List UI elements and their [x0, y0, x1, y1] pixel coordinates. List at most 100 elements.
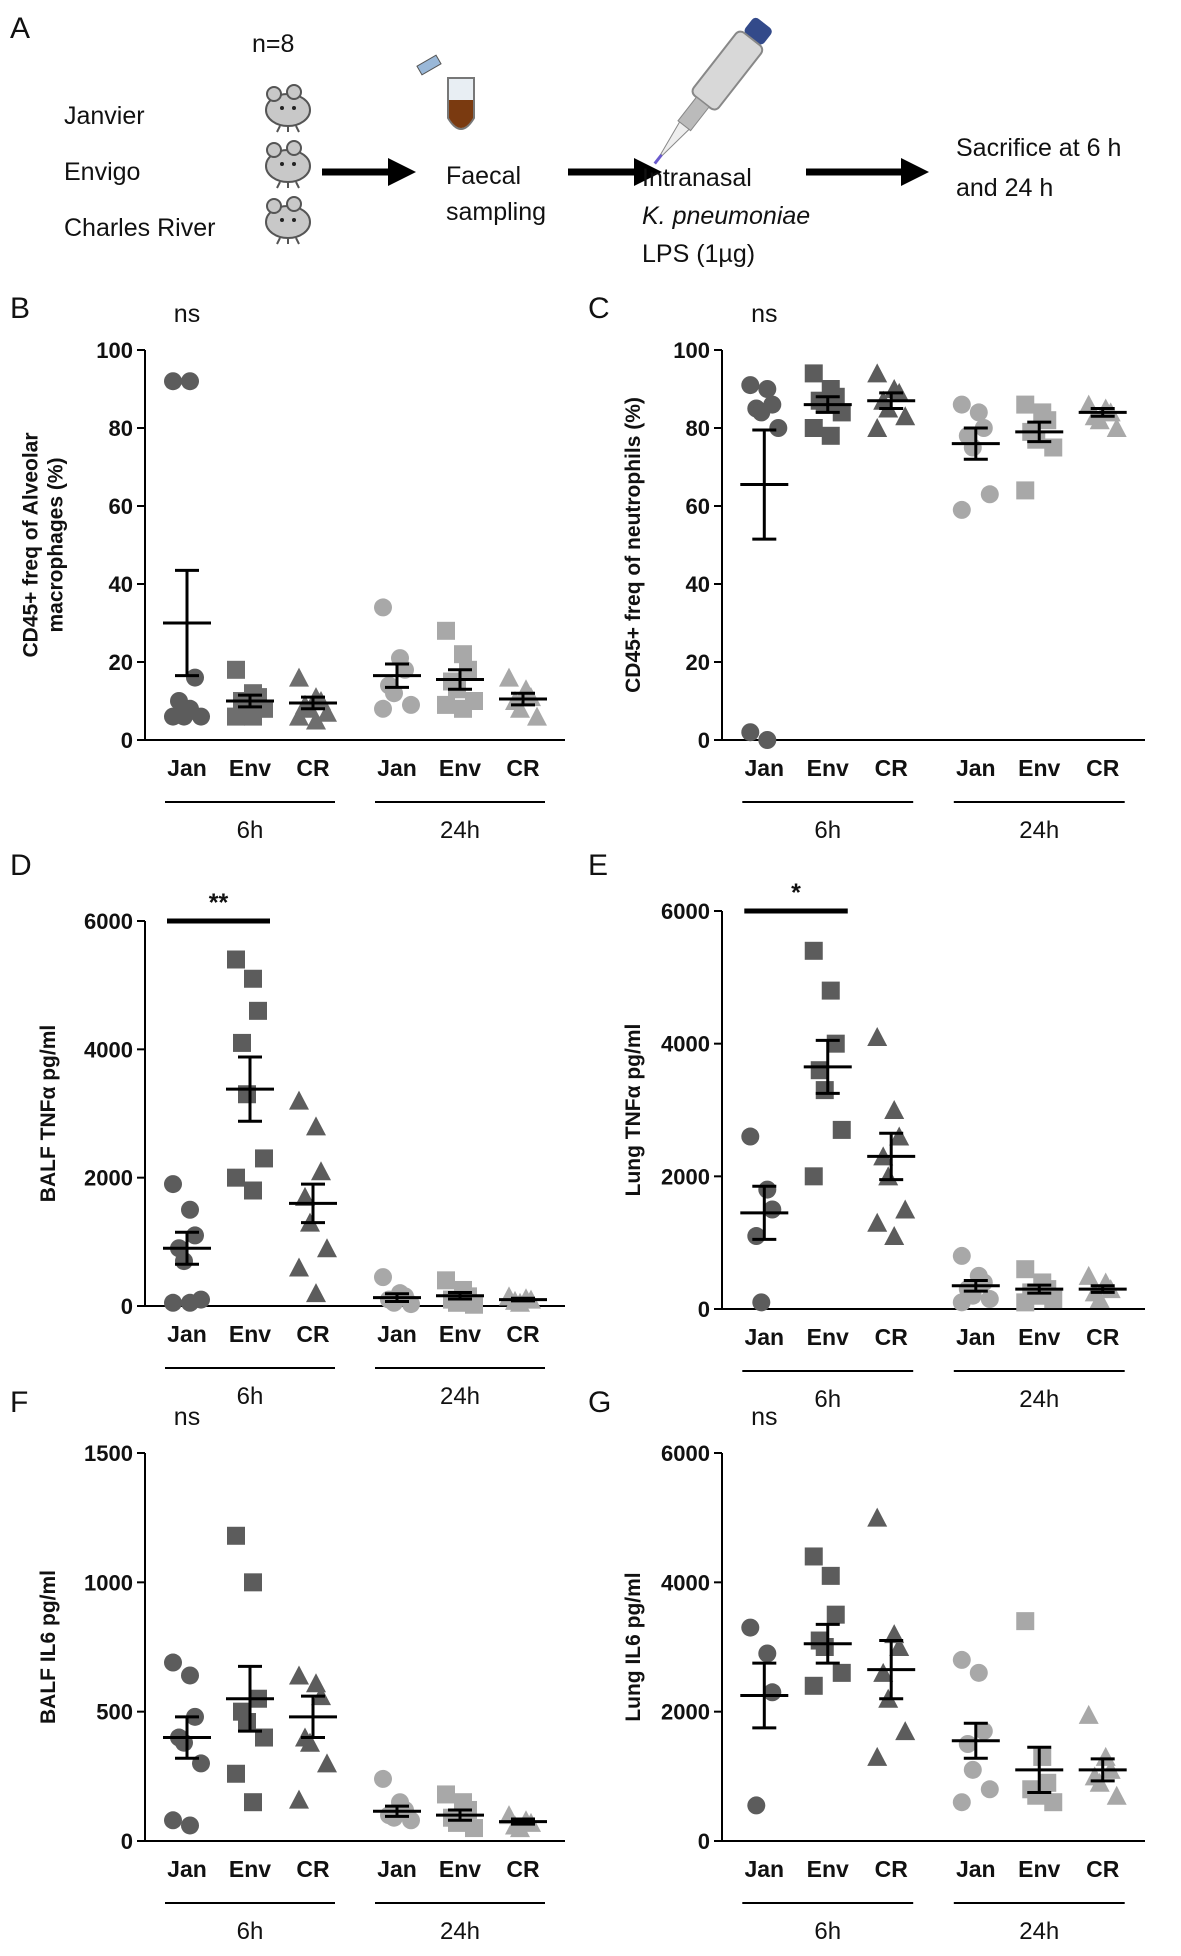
group-label: 24h	[1019, 1918, 1059, 1945]
panel-letter: C	[588, 292, 610, 325]
data-point	[227, 707, 245, 726]
y-tick-label: 0	[121, 728, 133, 753]
data-point	[289, 1789, 309, 1809]
data-point	[289, 1090, 309, 1110]
data-point	[306, 1283, 326, 1303]
data-point	[889, 1637, 910, 1656]
data-point	[295, 1186, 315, 1206]
data-point	[175, 1252, 193, 1271]
data-point	[867, 1027, 888, 1047]
data-point	[895, 1721, 916, 1741]
y-axis-label: Lung TNFα pg/ml	[622, 1024, 645, 1197]
data-point	[306, 1116, 326, 1136]
x-tick-label: CR	[875, 1856, 909, 1882]
step-label: K. pneumoniae	[642, 202, 810, 230]
y-tick-label: 6000	[661, 1441, 710, 1466]
data-point	[454, 645, 472, 664]
data-point	[804, 1547, 823, 1566]
data-point	[895, 1199, 916, 1219]
data-point	[186, 668, 204, 687]
x-tick-label: Jan	[377, 1321, 417, 1347]
x-tick-label: Env	[1018, 1856, 1060, 1882]
data-point	[867, 418, 888, 437]
y-tick-label: 1000	[84, 1570, 133, 1595]
data-point	[186, 1226, 204, 1245]
data-point	[884, 1226, 905, 1246]
data-point	[804, 1167, 823, 1186]
x-tick-label: Jan	[956, 1324, 996, 1350]
data-point	[952, 500, 971, 519]
x-tick-label: Env	[1018, 755, 1060, 781]
data-point	[878, 1166, 899, 1186]
data-point	[1106, 1785, 1127, 1805]
data-point	[980, 1290, 999, 1309]
x-tick-label: CR	[506, 1321, 540, 1347]
data-point	[1016, 1260, 1035, 1279]
data-point	[255, 1149, 273, 1168]
data-point	[873, 1662, 894, 1682]
group-label: 6h	[237, 1383, 264, 1410]
x-tick-label: Jan	[167, 1856, 207, 1882]
data-point	[521, 687, 541, 707]
x-tick-label: Jan	[744, 1856, 784, 1882]
data-point	[884, 1100, 905, 1119]
data-point	[867, 1507, 888, 1527]
data-point	[249, 1001, 267, 1020]
data-point	[164, 1293, 182, 1312]
data-point	[752, 1293, 771, 1312]
data-point	[181, 1816, 199, 1835]
data-point	[758, 731, 777, 749]
data-point	[952, 1293, 971, 1312]
pipette-icon	[653, 17, 772, 165]
x-tick-label: CR	[1086, 755, 1120, 781]
data-point	[289, 706, 309, 726]
data-point	[437, 1785, 455, 1804]
x-tick-label: Jan	[377, 755, 417, 781]
x-tick-label: Jan	[956, 755, 996, 781]
panel-letter: E	[588, 849, 608, 882]
data-point	[499, 667, 519, 687]
data-point	[969, 403, 988, 422]
data-point	[952, 1793, 971, 1812]
y-tick-label: 60	[109, 494, 133, 519]
data-point	[952, 1246, 971, 1265]
x-tick-label: Jan	[744, 755, 784, 781]
data-point	[374, 1769, 392, 1788]
data-point	[227, 660, 245, 679]
data-point	[300, 1732, 320, 1752]
x-tick-label: CR	[1086, 1324, 1120, 1350]
y-tick-label: 6000	[661, 899, 710, 924]
data-point	[963, 1760, 982, 1779]
data-point	[821, 981, 840, 1000]
data-point	[741, 376, 760, 395]
data-point	[1016, 1293, 1035, 1312]
group-label: 24h	[1019, 1386, 1059, 1413]
data-point	[958, 1735, 977, 1753]
data-point	[164, 1811, 182, 1830]
y-tick-label: 0	[121, 1294, 133, 1319]
step-label: sampling	[446, 198, 546, 226]
y-tick-label: 80	[686, 416, 710, 441]
y-tick-label: 60	[686, 494, 710, 519]
data-point	[889, 1126, 910, 1146]
panel-letter: G	[588, 1386, 611, 1419]
data-point	[289, 667, 309, 687]
x-tick-label: Env	[807, 1324, 849, 1350]
y-tick-label: 6000	[84, 909, 133, 934]
step-label: Intranasal	[642, 164, 752, 192]
chart-panel: F 0 500 1000 1500 BALF IL6 pg/ml 6h Jan Env CR 24h…	[10, 1386, 565, 1945]
y-tick-label: 0	[698, 728, 710, 753]
data-point	[832, 1120, 851, 1139]
data-point	[181, 1200, 199, 1219]
group-label: 24h	[440, 1918, 480, 1945]
step-label: LPS (1µg)	[642, 240, 755, 268]
x-tick-label: Env	[439, 755, 481, 781]
data-point	[374, 1268, 392, 1287]
annotation: ns	[174, 1403, 200, 1431]
data-point	[1089, 1289, 1110, 1309]
data-point	[741, 1618, 760, 1637]
y-tick-label: 500	[96, 1700, 133, 1725]
annotation: ns	[751, 300, 777, 328]
data-point	[437, 1271, 455, 1290]
x-tick-label: Jan	[167, 1321, 207, 1347]
